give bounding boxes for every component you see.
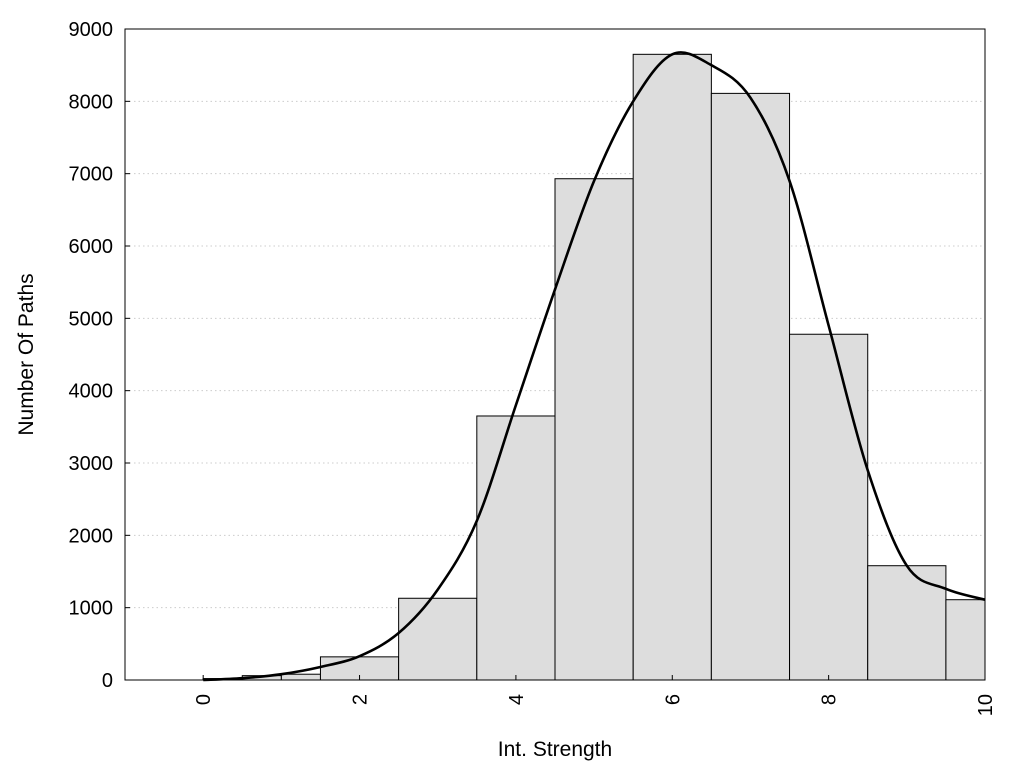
y-tick-label: 5000 bbox=[69, 308, 114, 330]
x-tick-label: 6 bbox=[662, 694, 684, 705]
plot-frame bbox=[124, 28, 986, 681]
y-axis-title: Number Of Paths bbox=[15, 273, 38, 435]
x-tick-label: 10 bbox=[975, 694, 997, 716]
y-axis-ticks: 0 1000 2000 3000 4000 5000 6000 7000 8000 9000 bbox=[69, 19, 130, 692]
y-tick-label: 7000 bbox=[69, 164, 114, 186]
histogram-bar bbox=[710, 92, 791, 681]
histogram-bar bbox=[789, 333, 869, 681]
y-tick-label: 2000 bbox=[69, 525, 114, 547]
x-tick-label: 0 bbox=[193, 694, 215, 705]
histogram-bar bbox=[398, 597, 478, 681]
y-tick-label: 9000 bbox=[69, 19, 114, 41]
histogram-bar bbox=[476, 415, 556, 681]
histogram-bar bbox=[280, 673, 321, 681]
x-tick-label: 2 bbox=[350, 694, 372, 705]
y-tick-label: 8000 bbox=[69, 91, 114, 113]
x-tick-label: 4 bbox=[506, 694, 528, 705]
histogram-bar bbox=[945, 599, 986, 681]
x-axis-title: Int. Strength bbox=[498, 738, 612, 761]
histogram-bars bbox=[202, 53, 986, 681]
y-tick-label: 0 bbox=[102, 670, 113, 692]
x-tick-label: 8 bbox=[819, 694, 841, 705]
density-curve bbox=[203, 51, 986, 682]
histogram-bar bbox=[632, 53, 712, 681]
y-tick-label: 3000 bbox=[69, 453, 114, 475]
x-axis-ticks: 0 2 4 6 8 10 bbox=[193, 675, 997, 716]
y-tick-label: 4000 bbox=[69, 381, 114, 403]
y-tick-label: 1000 bbox=[69, 598, 114, 620]
y-tick-label: 6000 bbox=[69, 236, 114, 258]
histogram-bar bbox=[867, 565, 947, 681]
